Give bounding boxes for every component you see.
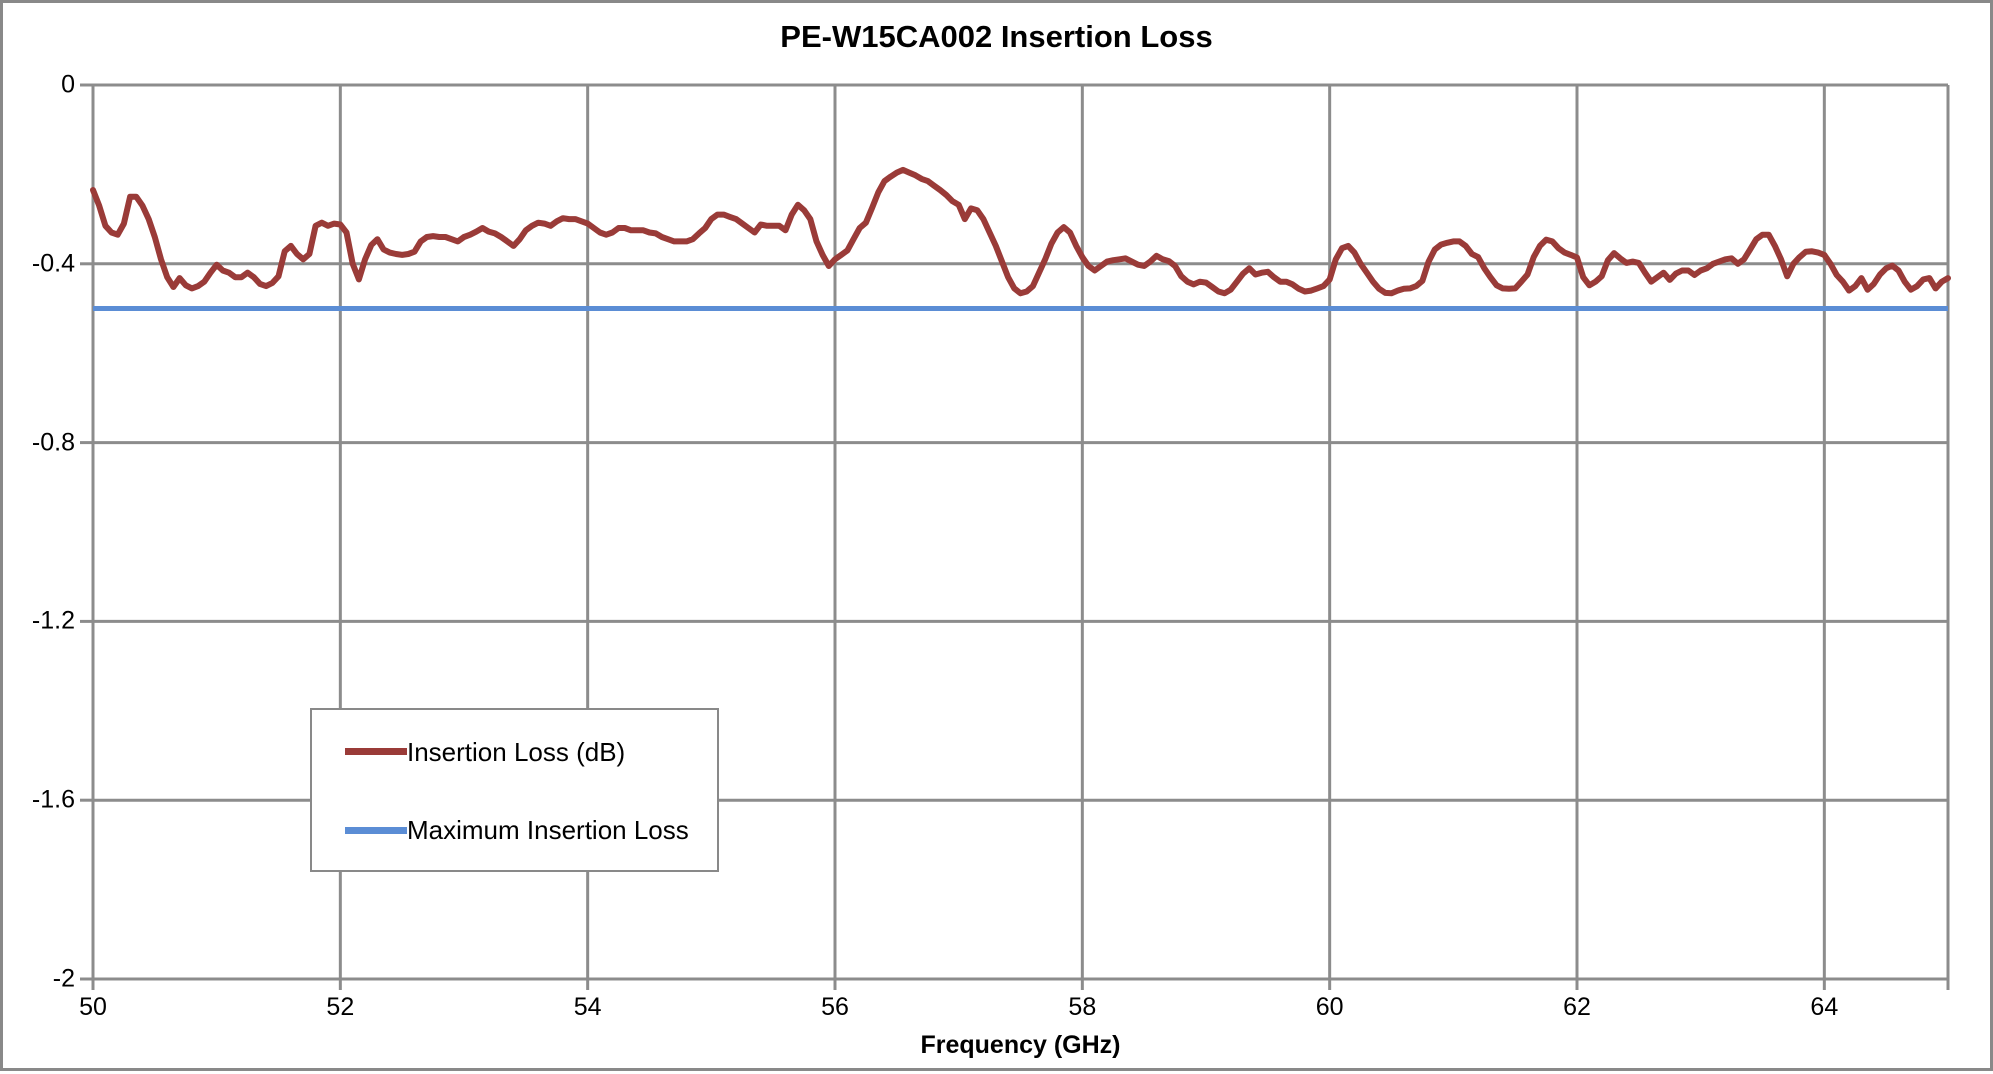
- insertion-loss-series: [90, 166, 1951, 297]
- chart-title: PE-W15CA002 Insertion Loss: [780, 19, 1213, 54]
- y-tick-label: -1.2: [31, 606, 75, 635]
- y-tick-label: -2: [52, 964, 75, 993]
- y-tick-label: -0.8: [31, 428, 75, 457]
- x-tick-label: 50: [79, 993, 107, 1021]
- plot-area: [80, 83, 1951, 990]
- x-tick-label: 54: [573, 993, 602, 1021]
- legend-label: Insertion Loss (dB): [407, 736, 626, 767]
- x-axis-title: Frequency (GHz): [920, 1031, 1121, 1059]
- y-tick-label: -1.6: [31, 785, 75, 814]
- x-tick-label: 60: [1315, 993, 1344, 1021]
- x-tick-label: 62: [1563, 993, 1591, 1021]
- x-tick-label: 56: [821, 993, 849, 1021]
- legend-item-maximum-insertion-loss: Maximum Insertion Loss: [345, 817, 689, 843]
- x-tick-label: 52: [326, 993, 355, 1021]
- legend: Insertion Loss (dB) Maximum Insertion Lo…: [310, 708, 719, 872]
- y-tick-label: 0: [61, 70, 75, 99]
- x-tick-label: 58: [1068, 993, 1097, 1021]
- x-tick-label: 64: [1810, 993, 1839, 1021]
- insertion-loss-line-swatch: [345, 748, 407, 756]
- legend-item-insertion-loss: Insertion Loss (dB): [345, 739, 625, 765]
- y-tick-label: -0.4: [31, 249, 75, 278]
- maximum-insertion-loss-line-swatch: [345, 826, 407, 834]
- legend-label: Maximum Insertion Loss: [407, 815, 689, 845]
